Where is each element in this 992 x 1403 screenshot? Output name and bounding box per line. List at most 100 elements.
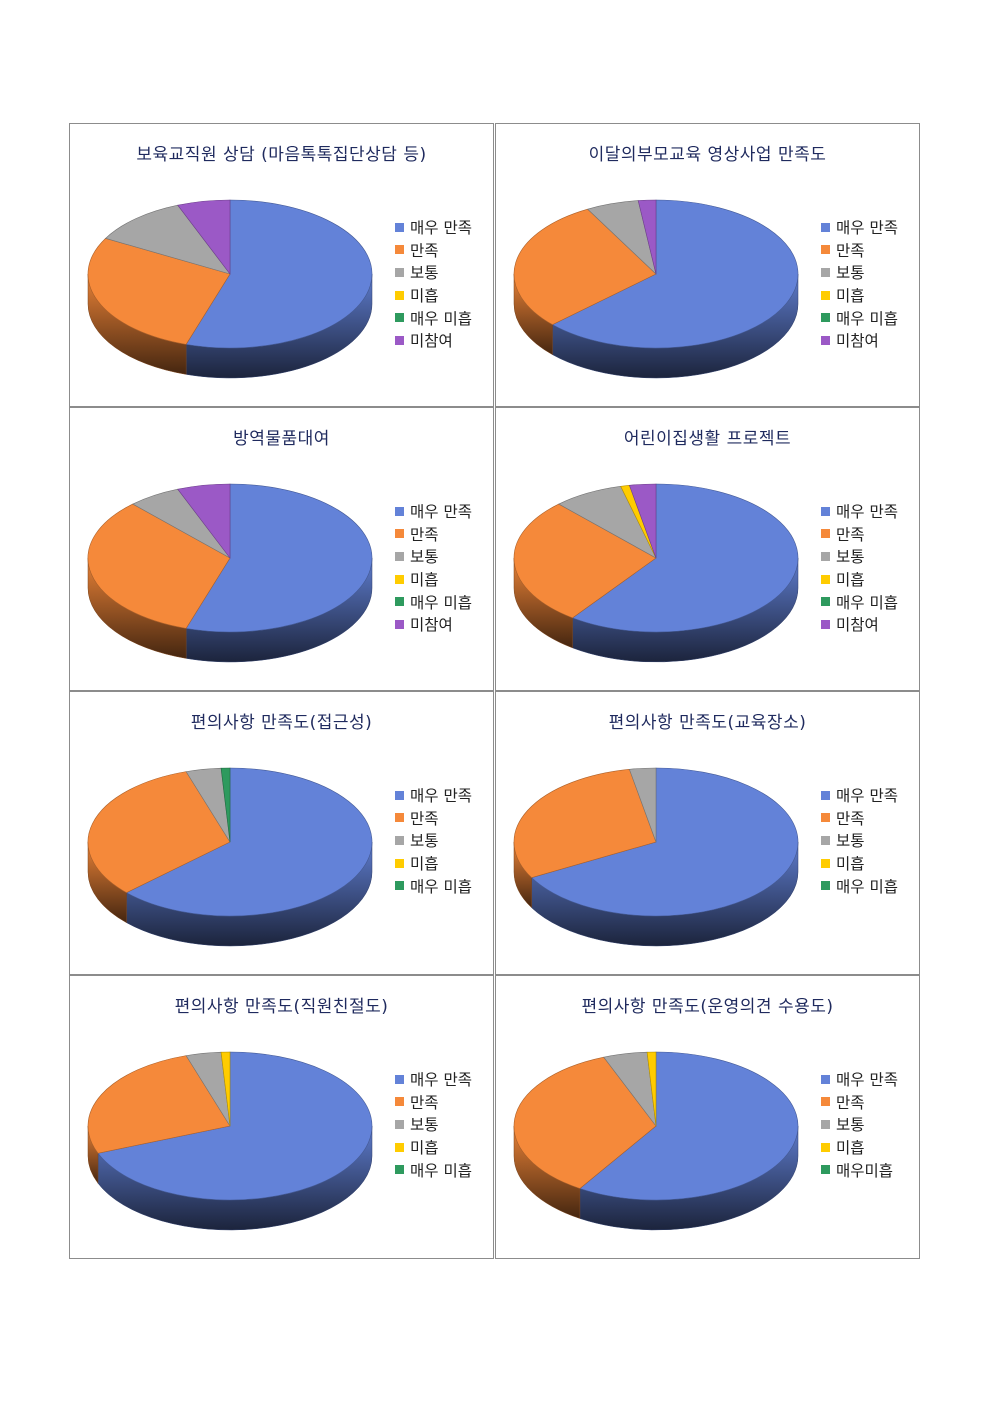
legend-label: 미흡: [836, 855, 865, 874]
legend-label: 미흡: [410, 855, 439, 874]
legend-label: 미참여: [836, 332, 879, 351]
legend-swatch: [821, 1097, 830, 1107]
legend-swatch: [395, 619, 404, 629]
legend-item: 만족: [395, 807, 472, 830]
pie-slice: [185, 483, 373, 633]
pie-chart: [513, 767, 799, 947]
pie-slice: [628, 767, 657, 843]
legend-swatch: [821, 597, 830, 607]
legend-item: 매우 만족: [821, 784, 898, 807]
legend-swatch: [395, 529, 404, 539]
chart-title: 편의사항 만족도(운영의견 수용도): [581, 997, 834, 1017]
legend-item: 미참여: [821, 329, 898, 352]
legend-item: 만족: [821, 1091, 898, 1114]
legend-item: 만족: [821, 523, 898, 546]
legend-item: 미흡: [395, 284, 472, 307]
legend-swatch: [821, 1119, 830, 1129]
legend-swatch: [395, 790, 404, 800]
legend-item: 미흡: [395, 852, 472, 875]
legend-swatch: [395, 1074, 404, 1084]
legend-item: 미흡: [821, 568, 898, 591]
chart-title: 보육교직원 상담 (마음톡톡집단상담 등): [136, 145, 427, 165]
chart-title: 편의사항 만족도(교육장소): [608, 713, 807, 733]
legend-label: 미흡: [836, 1139, 865, 1158]
pie-slice: [87, 1055, 231, 1154]
legend-item: 보통: [395, 261, 472, 284]
chart-legend: 매우 만족 만족 보통 미흡 매우미흡: [821, 1068, 898, 1181]
chart-legend: 매우 만족 만족 보통 미흡 매우 미흡 미참여: [821, 216, 898, 352]
pie-slice: [513, 1056, 657, 1189]
legend-label: 만족: [410, 1093, 439, 1112]
legend-label: 매우 만족: [836, 787, 898, 806]
chart-panel: 편의사항 만족도(운영의견 수용도) 매우 만족 만족 보통 미흡 매우미흡: [495, 975, 920, 1259]
chart-title: 편의사항 만족도(직원친절도): [174, 997, 389, 1017]
legend-swatch: [395, 245, 404, 255]
chart-legend: 매우 만족 만족 보통 미흡 매우 미흡: [821, 784, 898, 897]
legend-item: 만족: [395, 239, 472, 262]
legend-label: 매우 미흡: [836, 877, 898, 896]
pie-slice: [551, 199, 799, 349]
legend-item: 만족: [821, 807, 898, 830]
pie-slice: [646, 1051, 657, 1127]
chart-panel: 어린이집생활 프로젝트 매우 만족 만족 보통 미흡 매우 미흡 미참여: [495, 407, 920, 691]
legend-label: 미흡: [410, 571, 439, 590]
legend-item: 매우 만족: [821, 500, 898, 523]
legend-swatch: [395, 335, 404, 345]
legend-swatch: [395, 222, 404, 232]
pie-chart: [87, 1051, 373, 1231]
pie-slice: [220, 767, 231, 843]
legend-swatch: [821, 313, 830, 323]
legend-label: 보통: [410, 832, 439, 851]
legend-label: 보통: [836, 1116, 865, 1135]
chart-title: 방역물품대여: [233, 429, 330, 449]
pie-slice: [513, 503, 657, 619]
legend-swatch: [821, 267, 830, 277]
legend-label: 매우 미흡: [410, 877, 472, 896]
pie-slice: [513, 768, 657, 878]
legend-item: 만족: [395, 1091, 472, 1114]
pie-slice: [177, 199, 231, 275]
chart-legend: 매우 만족 만족 보통 미흡 매우 미흡 미참여: [821, 500, 898, 636]
legend-item: 매우 만족: [395, 500, 472, 523]
pie-slice: [220, 1051, 231, 1127]
legend-swatch: [395, 313, 404, 323]
legend-item: 보통: [395, 545, 472, 568]
pie-slice: [125, 767, 373, 917]
legend-swatch: [395, 267, 404, 277]
legend-item: 매우 미흡: [395, 1158, 472, 1181]
legend-label: 만족: [836, 809, 865, 828]
chart-legend: 매우 만족 만족 보통 미흡 매우 미흡 미참여: [395, 500, 472, 636]
legend-label: 만족: [836, 525, 865, 544]
chart-legend: 매우 만족 만족 보통 미흡 매우 미흡: [395, 1068, 472, 1181]
legend-swatch: [821, 1074, 830, 1084]
legend-swatch: [821, 222, 830, 232]
legend-item: 매우 만족: [821, 216, 898, 239]
chart-title: 어린이집생활 프로젝트: [623, 429, 792, 449]
legend-label: 만족: [836, 1093, 865, 1112]
legend-label: 만족: [836, 241, 865, 260]
legend-label: 매우 미흡: [410, 1161, 472, 1180]
pie-slice: [628, 483, 657, 559]
pie-slice: [530, 767, 799, 917]
legend-label: 매우 미흡: [410, 309, 472, 328]
pie-slice: [87, 771, 231, 893]
legend-swatch: [395, 881, 404, 891]
legend-label: 매우 미흡: [836, 593, 898, 612]
legend-swatch: [821, 1165, 830, 1175]
legend-label: 만족: [410, 525, 439, 544]
legend-swatch: [821, 858, 830, 868]
legend-label: 매우 만족: [410, 1071, 472, 1090]
legend-label: 보통: [410, 548, 439, 567]
legend-label: 매우미흡: [836, 1161, 894, 1180]
chart-panel: 편의사항 만족도(접근성) 매우 만족 만족 보통 미흡 매우 미흡: [69, 691, 494, 975]
chart-panel: 이달의부모교육 영상사업 만족도 매우 만족 만족 보통 미흡 매우 미흡 미참여: [495, 123, 920, 407]
legend-item: 보통: [821, 1113, 898, 1136]
legend-item: 만족: [821, 239, 898, 262]
legend-swatch: [821, 619, 830, 629]
legend-swatch: [395, 290, 404, 300]
legend-label: 미참여: [836, 616, 879, 635]
legend-swatch: [395, 597, 404, 607]
legend-swatch: [395, 506, 404, 516]
legend-item: 보통: [821, 261, 898, 284]
legend-item: 매우 미흡: [395, 874, 472, 897]
